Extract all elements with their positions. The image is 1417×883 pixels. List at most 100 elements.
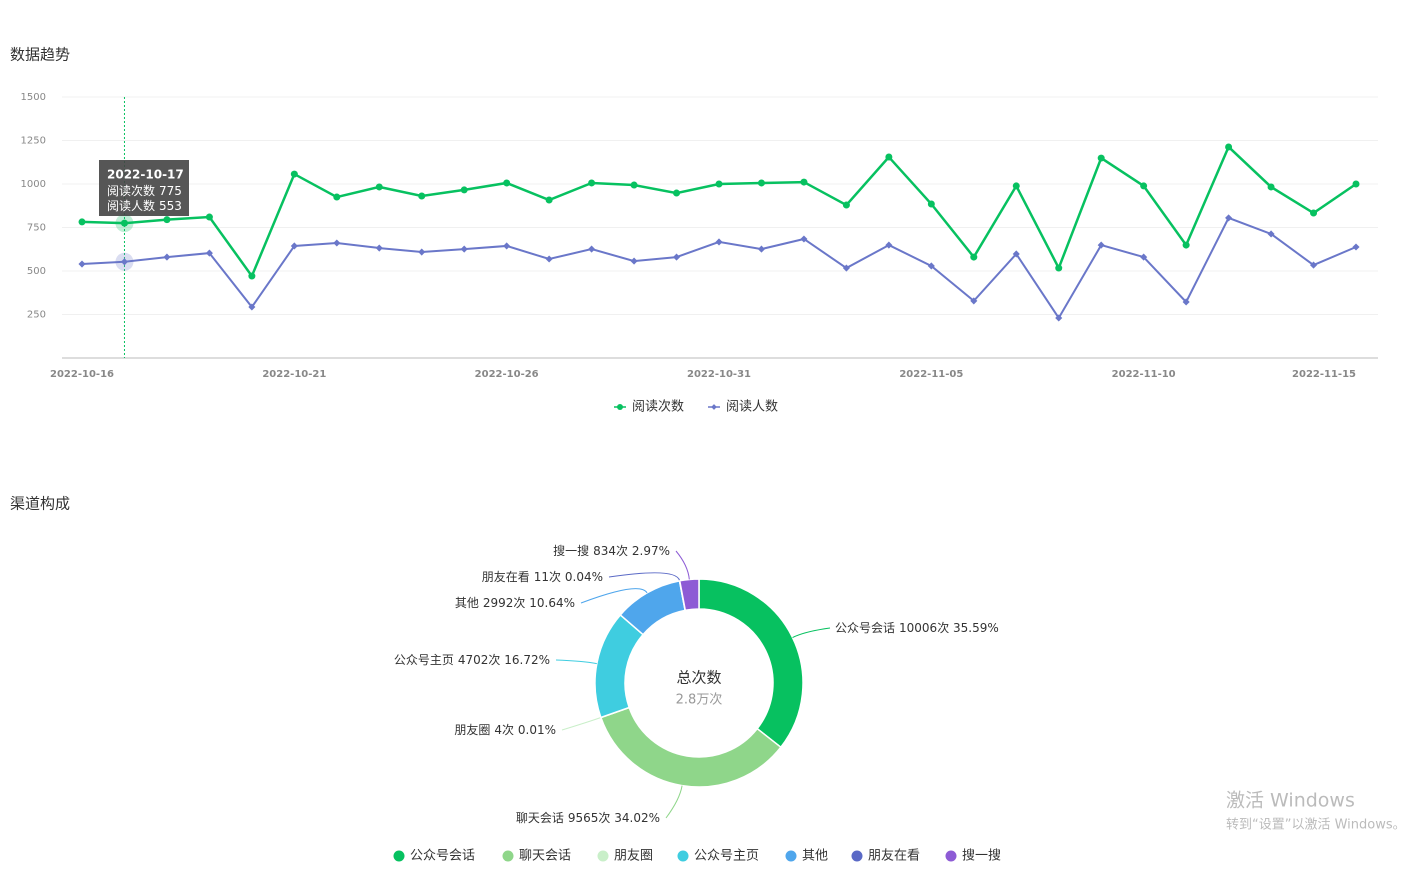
legend-label: 朋友在看 <box>868 848 920 864</box>
legend-marker <box>677 850 689 862</box>
center-title: 总次数 <box>676 669 721 687</box>
tooltip-name: 阅读次数 <box>107 183 155 198</box>
legend-label: 阅读人数 <box>726 400 778 415</box>
series-line <box>81 216 1357 320</box>
point <box>1352 243 1360 251</box>
point <box>588 245 596 253</box>
point <box>163 216 171 224</box>
data-label: 朋友圈 4次 0.01% <box>454 723 556 737</box>
donut-slice <box>678 578 700 612</box>
point <box>757 245 766 253</box>
point <box>120 258 129 266</box>
watermark: 转到“设置”以激活 Windows。 <box>1226 818 1406 833</box>
leader-line <box>675 550 690 580</box>
point <box>1225 143 1233 151</box>
x-tick-label: 2022-10-31 <box>687 369 751 380</box>
donut-slice <box>599 706 782 788</box>
leader-line <box>792 627 831 638</box>
point <box>588 179 596 187</box>
point <box>205 249 213 257</box>
section-title: 渠道构成 <box>10 495 70 513</box>
center-value: 2.8万次 <box>676 692 723 708</box>
data-label: 公众号主页 4702次 16.72% <box>394 653 550 667</box>
donut-slice <box>698 578 804 749</box>
y-tick-label: 500 <box>27 266 46 277</box>
leader-line <box>561 717 602 731</box>
legend-marker <box>597 850 609 862</box>
point <box>885 153 893 161</box>
point <box>78 218 86 226</box>
label-value: 9565次 34.02% <box>568 811 660 825</box>
point <box>205 213 213 221</box>
label-value: 10006次 35.59% <box>899 621 999 635</box>
y-tick-label: 750 <box>27 223 46 234</box>
tooltip-title: 2022-10-17 <box>107 168 184 182</box>
point <box>842 264 850 272</box>
point <box>927 200 935 208</box>
point <box>800 178 808 186</box>
point <box>333 193 341 201</box>
tooltip-value: 553 <box>159 199 182 213</box>
tooltip-label: 阅读次数 775 <box>107 183 182 198</box>
point <box>290 242 298 250</box>
x-tick-label: 2022-10-16 <box>50 369 114 380</box>
label-value: 11次 0.04% <box>534 570 603 584</box>
label-name: 搜一搜 <box>553 543 589 558</box>
tooltip-name: 阅读人数 <box>107 198 155 213</box>
point <box>1012 182 1020 190</box>
data-label: 公众号会话 10006次 35.59% <box>835 621 999 635</box>
point <box>970 297 978 305</box>
x-tick-label: 2022-11-15 <box>1292 369 1356 380</box>
point <box>545 196 553 204</box>
label-name: 聊天会话 <box>516 811 564 825</box>
legend-label: 搜一搜 <box>962 849 1001 864</box>
point <box>800 235 808 243</box>
point <box>375 183 383 191</box>
point <box>503 242 511 250</box>
leader-line <box>608 572 681 582</box>
point <box>418 248 426 256</box>
leader-line <box>580 588 648 604</box>
point <box>673 189 681 197</box>
point <box>1097 154 1105 162</box>
point <box>163 253 171 261</box>
legend-marker <box>945 850 957 862</box>
y-tick-label: 250 <box>27 310 46 321</box>
point <box>120 219 128 227</box>
x-tick-label: 2022-11-05 <box>899 369 963 380</box>
legend-label: 其他 <box>802 849 828 864</box>
data-label: 聊天会话 9565次 34.02% <box>516 811 660 825</box>
legend-marker <box>502 850 514 862</box>
point <box>333 239 341 247</box>
leader-line <box>665 785 683 819</box>
point <box>757 179 765 187</box>
point <box>630 181 638 189</box>
point <box>248 303 256 311</box>
label-name: 朋友在看 <box>482 570 530 584</box>
tooltip <box>99 160 189 216</box>
point <box>1012 250 1020 258</box>
data-label: 搜一搜 834次 2.97% <box>553 543 670 558</box>
legend-label: 聊天会话 <box>519 849 571 864</box>
legend-marker <box>393 850 405 862</box>
point <box>715 238 723 246</box>
donut-slice <box>594 613 645 719</box>
label-value: 834次 2.97% <box>593 544 670 558</box>
point <box>927 262 935 270</box>
label-value: 4次 0.01% <box>494 723 556 737</box>
data-label: 朋友在看 11次 0.04% <box>482 570 603 584</box>
point <box>1055 264 1063 272</box>
label-value: 2992次 10.64% <box>483 596 575 610</box>
watermark: 激活 Windows <box>1226 790 1355 812</box>
y-tick-label: 1500 <box>21 92 46 103</box>
legend-label: 公众号主页 <box>694 849 759 864</box>
point <box>1267 183 1275 191</box>
x-tick-label: 2022-10-21 <box>262 369 326 380</box>
point <box>1182 241 1190 249</box>
point <box>715 180 723 188</box>
legend-label: 阅读次数 <box>632 399 684 415</box>
legend-marker <box>785 850 797 862</box>
legend-marker <box>851 850 863 862</box>
point <box>630 257 638 265</box>
